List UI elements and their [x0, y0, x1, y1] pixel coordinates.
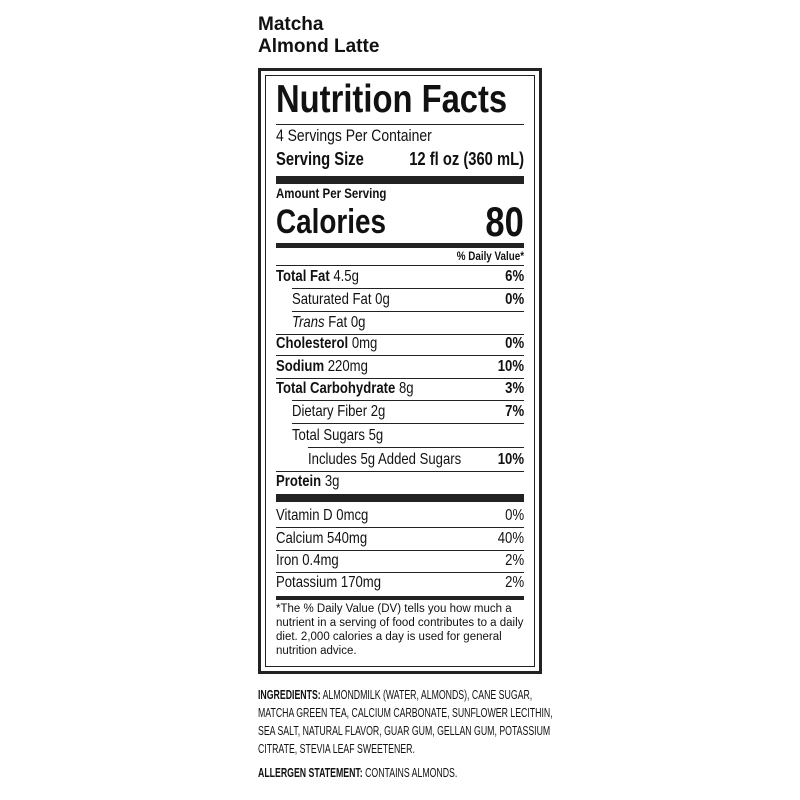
nutrient-daily-value: 0%: [505, 335, 524, 352]
nutrient-name: Cholesterol: [276, 335, 349, 352]
nutrient-row: Sodium 220mg 10%: [276, 357, 524, 377]
nutrient-amount: 4.5g: [333, 268, 359, 285]
vitamin-name: Calcium 540mg: [276, 530, 368, 547]
allergen-label: ALLERGEN STATEMENT:: [258, 766, 363, 780]
vitamin-name: Vitamin D 0mcg: [276, 507, 369, 524]
vitamin-daily-value: 2%: [505, 574, 524, 591]
nutrient-daily-value: 0%: [505, 291, 524, 308]
nutrient-daily-value: 3%: [505, 380, 524, 397]
nutrient-row: Protein 3g: [276, 472, 524, 492]
nutrient-daily-value: 6%: [505, 268, 524, 285]
nutrient-row: Total Carbohydrate 8g 3%: [276, 379, 524, 399]
calories-label: Calories: [276, 203, 387, 241]
nutrient-name: Total Sugars: [292, 427, 365, 444]
divider: [276, 471, 524, 472]
vitamin-row: Potassium 170mg 2%: [276, 573, 524, 593]
vitamin-name: Potassium 170mg: [276, 574, 382, 591]
nutrient-row: Dietary Fiber 2g 7%: [276, 402, 524, 422]
nutrient-name: Trans: [292, 314, 325, 331]
vitamin-daily-value: 40%: [497, 530, 524, 547]
vitamin-row: Vitamin D 0mcg 0%: [276, 506, 524, 526]
nutrient-name: Includes 5g Added Sugars: [308, 451, 462, 468]
divider: [292, 400, 524, 401]
nutrient-amount: 0g: [375, 291, 390, 308]
product-name-line2: Almond Latte: [258, 36, 380, 57]
allergen-statement: ALLERGEN STATEMENT: CONTAINS ALMONDS.: [258, 764, 559, 782]
daily-value-footnote: *The % Daily Value (DV) tells you how mu…: [276, 603, 524, 657]
label-title: Nutrition Facts: [276, 78, 508, 121]
allergen-text: CONTAINS ALMONDS.: [365, 766, 458, 780]
divider: [276, 572, 524, 573]
nutrient-daily-value: 10%: [497, 358, 524, 375]
calories-value: 80: [485, 198, 524, 245]
nutrient-name-suffix: Fat: [324, 314, 348, 331]
divider: [308, 447, 524, 448]
nutrient-name: Dietary Fiber: [292, 403, 368, 420]
servings-per-container: 4 Servings Per Container: [276, 126, 432, 145]
nutrient-amount: 220mg: [327, 358, 368, 375]
divider: [276, 378, 524, 379]
nutrient-daily-value: 10%: [497, 451, 524, 468]
nutrient-amount: 2g: [370, 403, 386, 420]
ingredients: INGREDIENTS: ALMONDMILK (WATER, ALMONDS)…: [258, 686, 559, 758]
nutrient-name: Sodium: [276, 358, 325, 375]
divider: [276, 527, 524, 528]
vitamin-row: Calcium 540mg 40%: [276, 529, 524, 549]
vitamin-daily-value: 0%: [505, 507, 524, 524]
amount-per-serving: Amount Per Serving: [276, 185, 387, 201]
divider: [292, 311, 524, 312]
nutrient-row: Saturated Fat 0g 0%: [276, 290, 524, 310]
nutrient-row: Includes 5g Added Sugars 10%: [276, 450, 524, 470]
nutrient-amount: 8g: [398, 380, 414, 397]
product-name-line1: Matcha: [258, 14, 324, 35]
divider: [276, 334, 524, 335]
divider: [276, 355, 524, 356]
vitamin-row: Iron 0.4mg 2%: [276, 551, 524, 571]
nutrient-row: Total Sugars 5g: [276, 426, 524, 446]
nutrient-amount: 0mg: [351, 335, 378, 352]
vitamin-name: Iron 0.4mg: [276, 552, 339, 569]
serving-size-label: Serving Size: [276, 149, 364, 169]
nutrient-row: Cholesterol 0mg 0%: [276, 334, 524, 354]
nutrient-row: Trans Fat 0g: [276, 313, 524, 333]
divider: [292, 423, 524, 424]
divider: [276, 550, 524, 551]
nutrient-row: Total Fat 4.5g 6%: [276, 267, 524, 287]
nutrition-facts-label: [258, 68, 542, 674]
serving-size-value: 12 fl oz (360 mL): [409, 149, 524, 169]
nutrient-amount: 5g: [368, 427, 384, 444]
divider: [292, 288, 524, 289]
nutrient-amount: 0g: [350, 314, 366, 331]
nutrient-name: Protein: [276, 473, 322, 490]
nutrient-amount: 3g: [324, 473, 340, 490]
nutrient-name: Total Fat: [276, 268, 330, 285]
ingredients-text: ALMONDMILK (WATER, ALMONDS), CANE SUGAR,…: [258, 688, 553, 756]
daily-value-header: % Daily Value*: [456, 249, 524, 263]
nutrient-daily-value: 7%: [505, 403, 524, 420]
ingredients-label: INGREDIENTS:: [258, 688, 321, 702]
vitamin-daily-value: 2%: [505, 552, 524, 569]
ingredients-section: INGREDIENTS: ALMONDMILK (WATER, ALMONDS)…: [258, 686, 558, 782]
nutrient-name: Saturated Fat: [292, 291, 372, 308]
nutrient-name: Total Carbohydrate: [276, 380, 396, 397]
